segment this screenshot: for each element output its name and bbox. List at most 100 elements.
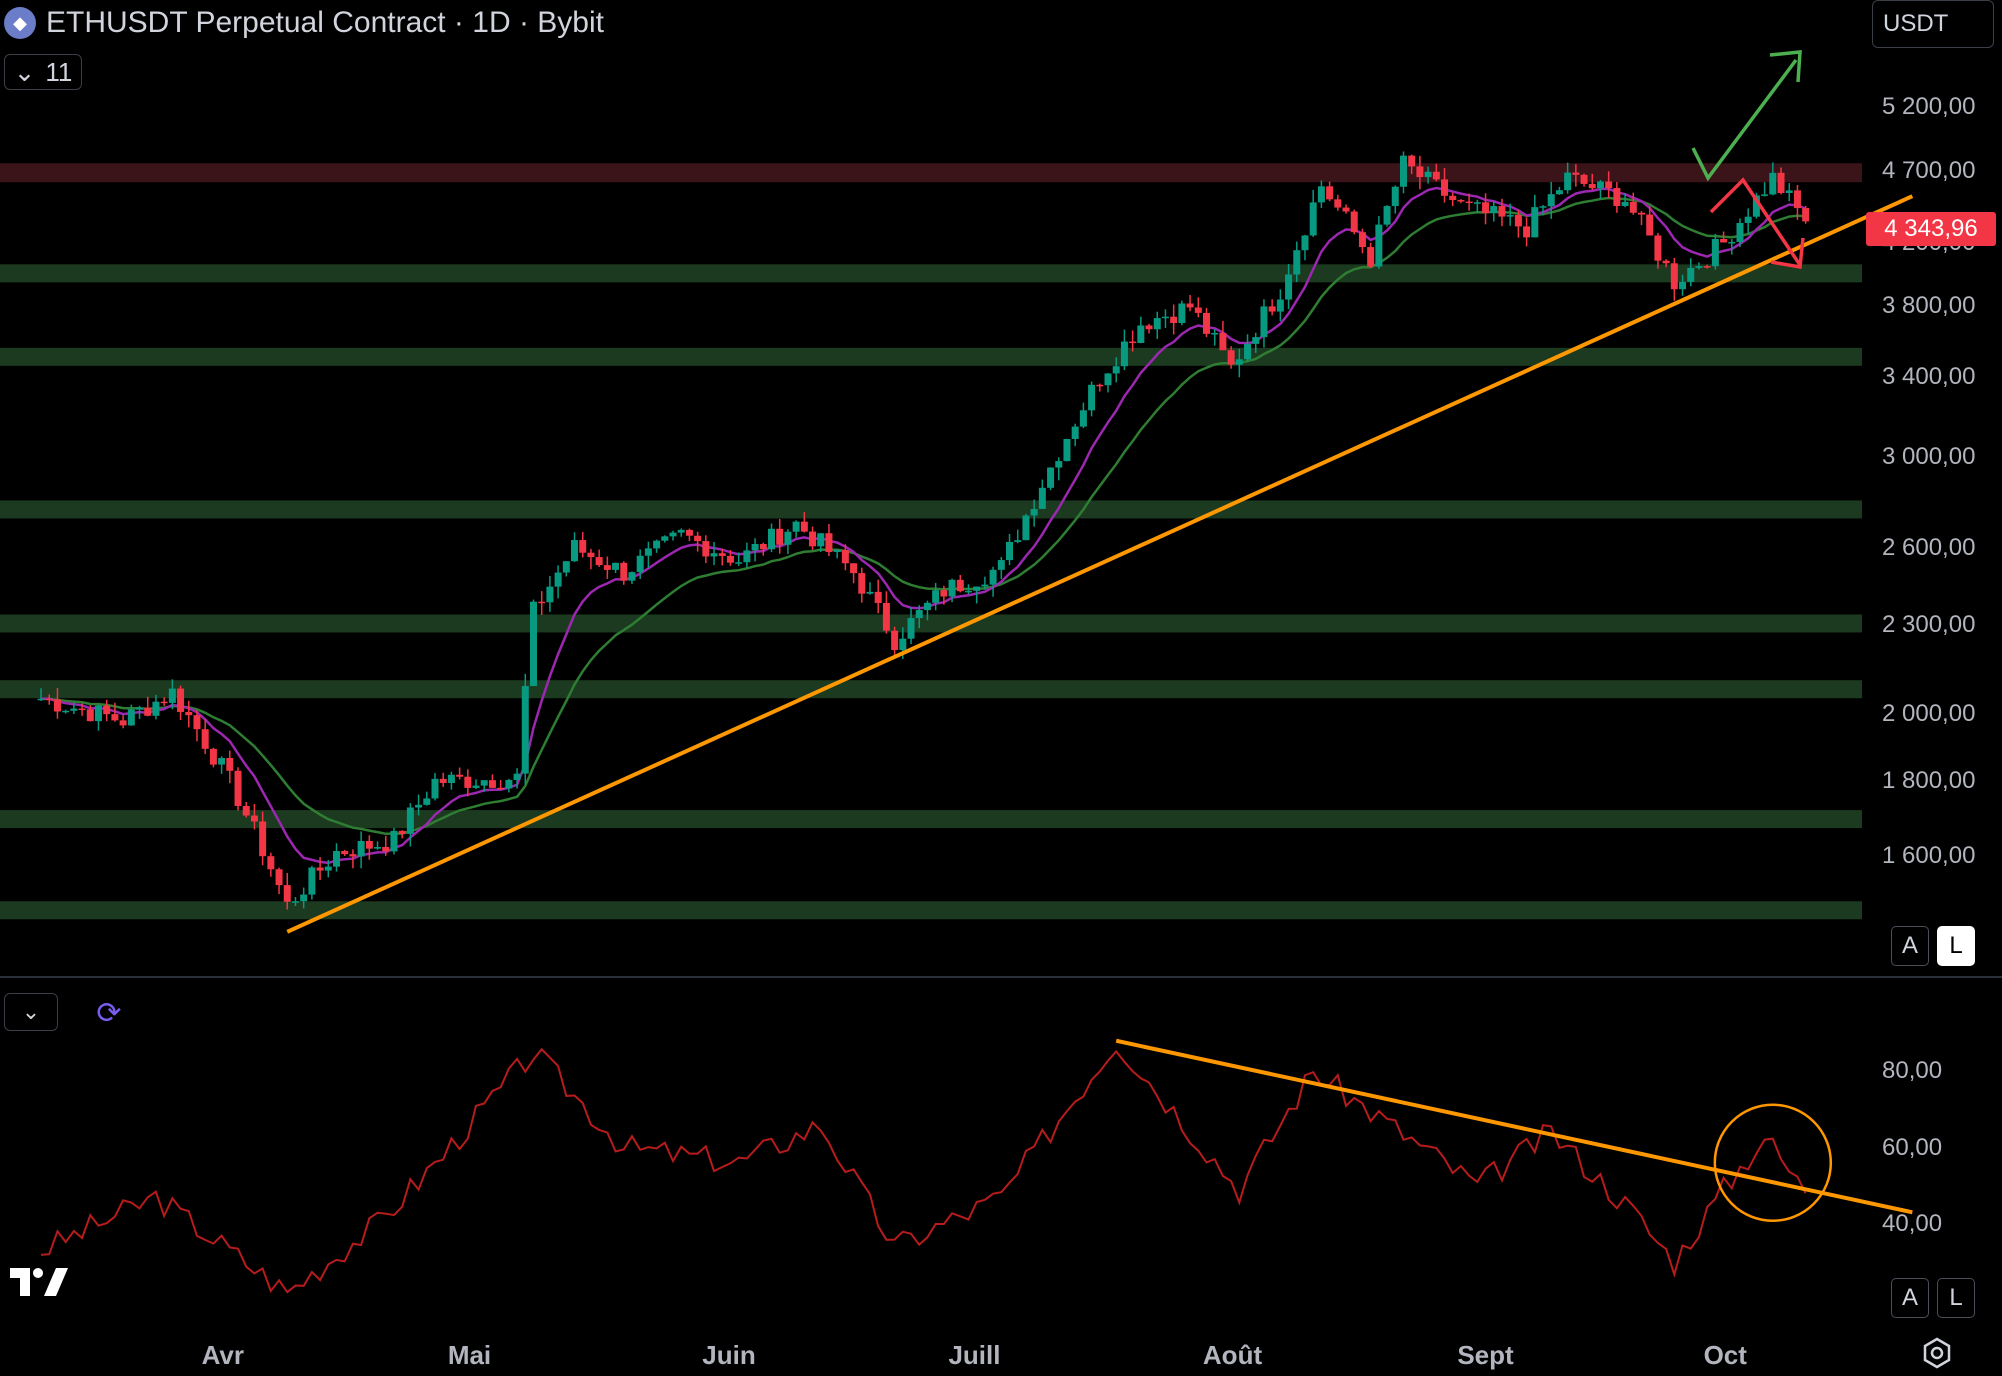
currency-select[interactable]: USDT	[1872, 0, 1994, 48]
candle-up	[415, 804, 423, 808]
candle-up	[1276, 299, 1284, 312]
rsi-tick-label: 60,00	[1882, 1133, 1943, 1161]
candle-up	[308, 867, 316, 895]
candle-up	[136, 707, 144, 710]
candle-down	[283, 885, 291, 902]
candle-up	[981, 584, 989, 587]
indicator-count: 11	[45, 56, 73, 87]
candle-up	[1063, 438, 1071, 462]
chart-settings-icon[interactable]	[1920, 1336, 1954, 1370]
candle-up	[784, 531, 792, 545]
candle-down	[726, 555, 734, 563]
candle-down	[1408, 155, 1416, 167]
candle-down	[1129, 341, 1137, 344]
price-auto-scale-button[interactable]: A	[1891, 926, 1929, 966]
candle-down	[538, 601, 546, 604]
candle-down	[956, 579, 964, 592]
symbol-title[interactable]: ETHUSDT Perpetual Contract · 1D · Bybit	[46, 6, 604, 39]
candle-up	[1539, 206, 1547, 208]
candle-up	[571, 540, 579, 562]
candle-down	[1629, 201, 1637, 213]
candle-down	[226, 758, 234, 771]
candle-up	[505, 779, 513, 789]
candle-down	[1572, 172, 1580, 175]
candle-down	[1432, 171, 1440, 180]
candle-up	[562, 561, 570, 573]
candle-down	[1170, 316, 1178, 324]
candle-down	[1457, 200, 1465, 202]
candle-up	[1301, 235, 1309, 251]
candle-down	[111, 714, 119, 721]
candle-up	[964, 590, 972, 593]
candle-down	[1186, 303, 1194, 308]
candle-up	[1030, 508, 1038, 516]
candle-down	[456, 774, 464, 777]
candle-down	[1613, 188, 1621, 206]
candle-down	[1465, 201, 1473, 204]
rsi-auto-scale-button[interactable]: A	[1891, 1278, 1929, 1318]
candle-down	[250, 815, 258, 822]
candle-down	[1703, 266, 1711, 268]
candle-up	[1161, 316, 1169, 319]
price-tick-label: 2 000,00	[1882, 700, 1976, 728]
indicators-toggle-button[interactable]: ⌄ 11	[4, 54, 82, 90]
candle-up	[1761, 194, 1769, 196]
candle-up	[1285, 274, 1293, 300]
rsi-pane-collapse-button[interactable]: ⌄	[4, 993, 58, 1031]
last-price-tag: 4 343,96	[1866, 212, 1996, 246]
candle-up	[529, 601, 537, 687]
rsi-breakout-highlight-circle	[1713, 1103, 1833, 1222]
pane-divider[interactable]	[0, 976, 2002, 978]
support-zone	[0, 810, 1862, 829]
rsi-log-scale-button[interactable]: L	[1937, 1278, 1975, 1318]
candle-down	[891, 630, 899, 651]
time-tick-label: Juill	[948, 1340, 1001, 1370]
candle-up	[62, 710, 70, 713]
breakout-arrowhead-icon	[1769, 50, 1802, 83]
candle-down	[439, 778, 447, 784]
candle-up	[628, 572, 636, 581]
candle-up	[1621, 201, 1629, 206]
candle-up	[817, 533, 825, 547]
candle-up	[1728, 241, 1736, 244]
candle-down	[874, 591, 882, 604]
candle-up	[833, 549, 841, 552]
price-log-scale-button[interactable]: L	[1937, 926, 1975, 966]
candle-up	[710, 553, 718, 557]
candle-down	[1802, 208, 1810, 222]
refresh-icon[interactable]: ⟳	[96, 996, 122, 1030]
candle-down	[382, 846, 390, 852]
candle-down	[144, 707, 152, 716]
candle-up	[357, 840, 365, 857]
candle-down	[488, 780, 496, 788]
candle-down	[349, 854, 357, 857]
candle-up	[932, 590, 940, 603]
candle-up	[1490, 206, 1498, 214]
candle-down	[718, 553, 726, 556]
candle-up	[1564, 172, 1572, 191]
time-tick-label: Sept	[1457, 1340, 1514, 1370]
tradingview-logo-icon[interactable]	[8, 1264, 72, 1300]
support-zone	[0, 264, 1862, 283]
candle-up	[1088, 384, 1096, 411]
candle-down	[1441, 179, 1449, 196]
time-tick-label: Juin	[702, 1340, 756, 1370]
candle-up	[37, 698, 45, 701]
candle-up	[1112, 366, 1120, 374]
breakout-arrow-icon	[1691, 58, 1798, 182]
candle-down	[242, 806, 250, 816]
candle-down	[398, 830, 406, 834]
breakdown-arrowhead-icon	[1770, 237, 1805, 270]
candle-down	[1654, 235, 1662, 261]
candle-up	[521, 686, 529, 774]
candle-up	[1473, 202, 1481, 204]
candle-up	[1211, 333, 1219, 335]
support-zone	[0, 500, 1862, 519]
price-tick-label: 3 000,00	[1882, 442, 1976, 470]
candle-down	[579, 540, 587, 553]
candle-up	[915, 610, 923, 619]
candle-down	[1227, 350, 1235, 365]
candle-up	[751, 544, 759, 551]
candle-down	[1194, 307, 1202, 313]
